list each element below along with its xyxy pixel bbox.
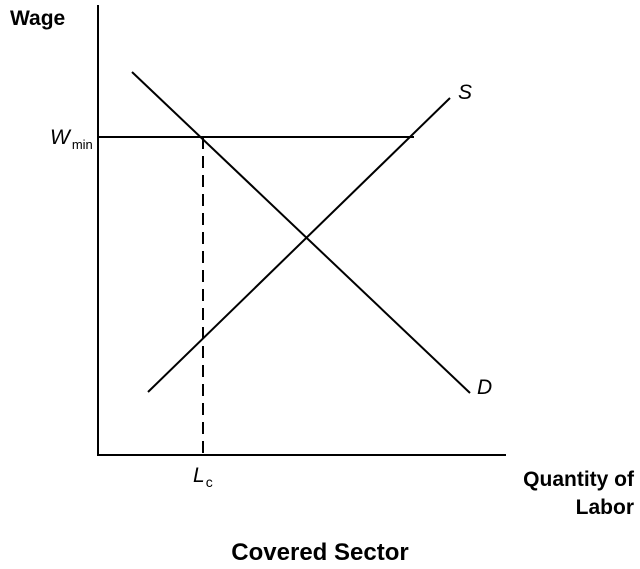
caption: Covered Sector bbox=[231, 539, 408, 566]
x-axis-label: Labor bbox=[576, 496, 634, 519]
x-axis-label: Quantity of bbox=[523, 468, 635, 491]
symbol: W bbox=[50, 126, 72, 149]
demand-label: D bbox=[477, 376, 492, 399]
y-axis-label: Wage bbox=[10, 7, 65, 30]
symbol: L bbox=[193, 464, 205, 487]
employment-label: Lc bbox=[193, 464, 213, 490]
subscript: min bbox=[72, 137, 93, 152]
demand-curve bbox=[131, 71, 471, 394]
subscript: c bbox=[206, 474, 213, 490]
supply-curve bbox=[147, 97, 451, 393]
supply-label: S bbox=[458, 81, 472, 104]
